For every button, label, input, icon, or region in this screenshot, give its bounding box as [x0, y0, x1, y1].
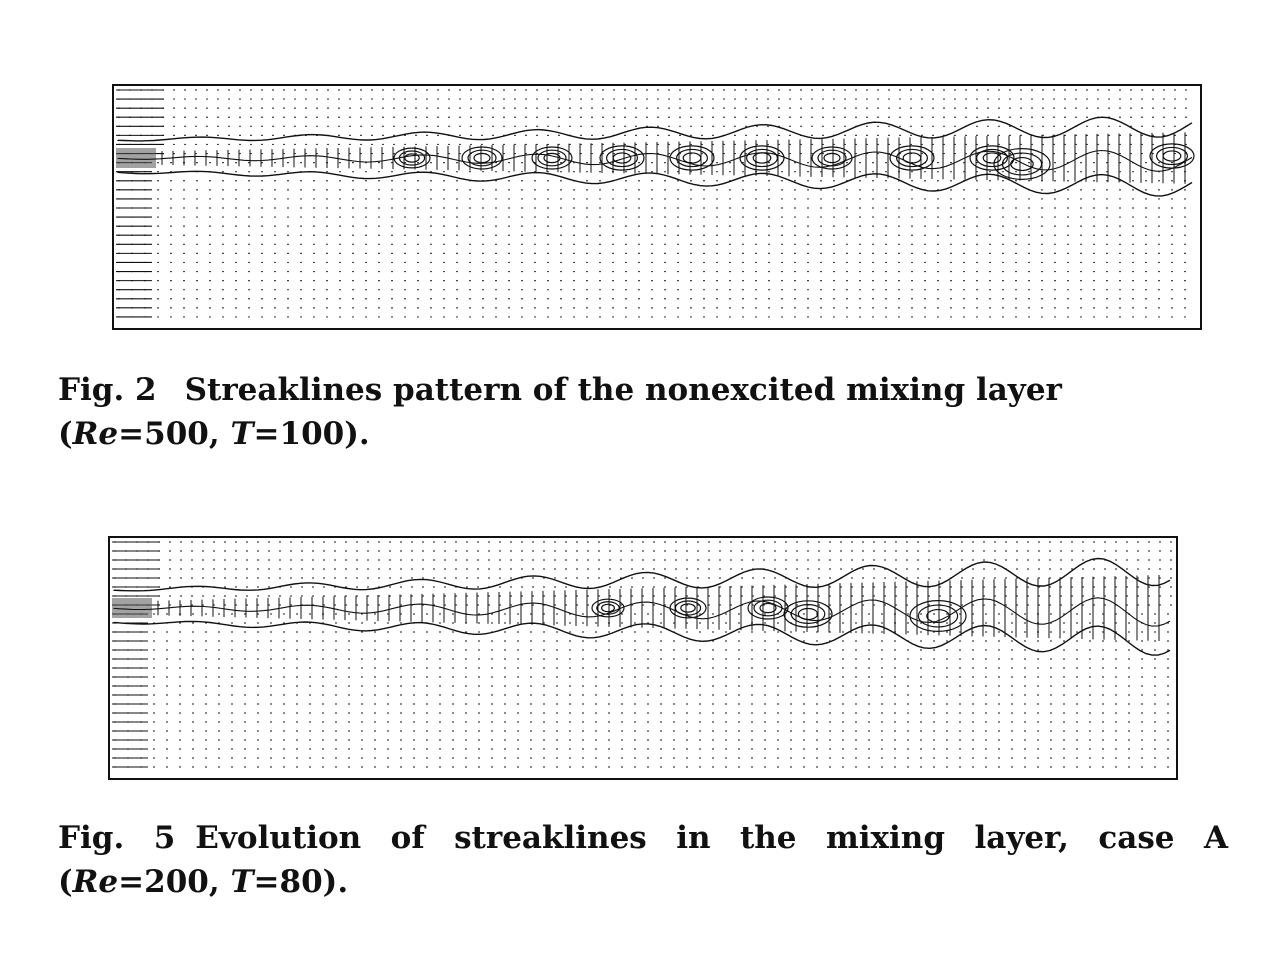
fig5-vortex — [753, 599, 783, 617]
fig2-vortex — [473, 152, 491, 164]
figure-5-plot — [108, 536, 1178, 780]
fig5-vortex — [601, 603, 616, 613]
fig5-vortex — [596, 601, 620, 615]
figure-2-re-value: =500, — [118, 416, 220, 452]
figure-2-plot — [112, 84, 1202, 330]
fig2-vortex — [993, 147, 1051, 180]
figure-2-streakline-plot — [112, 84, 1202, 330]
fig2-vortex — [1149, 143, 1195, 169]
fig2-vortex — [811, 146, 853, 170]
fig2-vortex — [675, 148, 708, 168]
fig5-shear-ticks — [157, 574, 1160, 642]
fig2-vortex — [895, 148, 928, 168]
figure-5-label: Fig. 5 — [58, 820, 176, 856]
figure-5-re-value: =200, — [118, 864, 220, 900]
fig5-vortex — [783, 600, 833, 628]
figure-2-caption-text: Streaklines pattern of the nonexcited mi… — [58, 372, 1062, 452]
figure-5-streakline-plot — [108, 536, 1178, 780]
fig2-vortex — [537, 149, 567, 167]
fig2-vortices — [393, 143, 1195, 180]
fig2-vortex — [669, 145, 715, 171]
fig5-vortex — [797, 607, 819, 621]
fig2-vortex — [404, 153, 420, 163]
fig5-vortex — [790, 604, 826, 624]
fig2-shear-ticks — [161, 132, 1186, 184]
figure-5-caption: Fig. 5 Evolution of streaklines in the mi… — [58, 816, 1228, 904]
fig2-vortex — [1162, 150, 1182, 162]
fig2-vortex — [599, 145, 645, 171]
fig5-vortex — [747, 596, 789, 620]
fig2-vortex — [467, 149, 497, 167]
fig2-vortex — [975, 148, 1008, 168]
fig2-vortex — [461, 146, 503, 170]
figure-2-t-symbol: T — [230, 416, 254, 452]
fig5-center-streakline — [113, 597, 1171, 627]
fig5-inlet-band — [112, 598, 152, 618]
fig2-inlet-band — [116, 148, 156, 168]
fig2-velocity-grid — [116, 89, 1196, 318]
fig2-vortex — [745, 148, 778, 168]
fig2-vortex — [752, 152, 772, 164]
fig5-vortex — [926, 608, 950, 624]
fig2-vortex — [1155, 146, 1188, 166]
fig2-vortex — [889, 145, 935, 171]
figure-5-t-value: =80). — [253, 864, 349, 900]
fig2-vortex — [606, 148, 639, 168]
fig5-vortex — [669, 597, 707, 619]
fig5-vortex — [591, 598, 625, 618]
fig2-vortex — [543, 152, 561, 164]
fig2-vortex — [682, 152, 702, 164]
fig5-vortices — [591, 596, 967, 632]
fig2-center-streakline — [117, 149, 1193, 172]
fig5-vortex — [680, 603, 696, 613]
fig2-lower-streakline — [117, 170, 1193, 197]
fig2-vortex — [969, 145, 1015, 171]
fig2-frame — [112, 84, 1202, 330]
fig2-vortex — [393, 147, 431, 169]
fig5-upper-streakline — [113, 557, 1171, 592]
figure-2-caption: Fig. 2 Streaklines pattern of the nonexci… — [58, 368, 1228, 456]
figure-2-label: Fig. 2 — [58, 372, 157, 408]
fig2-vortex — [1010, 156, 1034, 172]
figure-2-t-value: =100). — [253, 416, 370, 452]
figure-5-t-symbol: T — [230, 864, 254, 900]
figure-5-re-symbol: Re — [72, 864, 119, 900]
fig2-upper-streakline — [117, 116, 1193, 142]
fig2-vortex — [902, 152, 922, 164]
fig5-lower-streakline — [113, 620, 1171, 656]
fig5-vortex — [917, 604, 959, 628]
fig5-velocity-grid — [112, 541, 1172, 768]
fig5-vortex — [909, 599, 967, 632]
fig5-frame — [108, 536, 1178, 780]
fig2-vortex — [398, 150, 426, 166]
fig2-vortex — [612, 152, 632, 164]
fig2-vortex — [982, 152, 1002, 164]
fig5-vortex — [759, 602, 777, 614]
fig2-vortex — [823, 152, 841, 164]
fig5-vortex — [674, 600, 702, 616]
fig2-vortex — [817, 149, 847, 167]
fig2-vortex — [531, 146, 573, 170]
figure-5-caption-text: Evolution of streaklines in the mixing l… — [58, 820, 1228, 900]
fig2-vortex — [1001, 152, 1043, 176]
fig2-vortex — [739, 145, 785, 171]
figure-2-re-symbol: Re — [72, 416, 119, 452]
